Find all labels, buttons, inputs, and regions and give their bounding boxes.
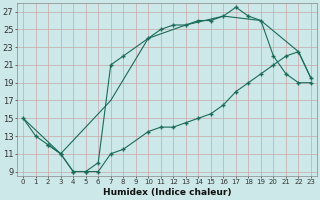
X-axis label: Humidex (Indice chaleur): Humidex (Indice chaleur) <box>103 188 231 197</box>
